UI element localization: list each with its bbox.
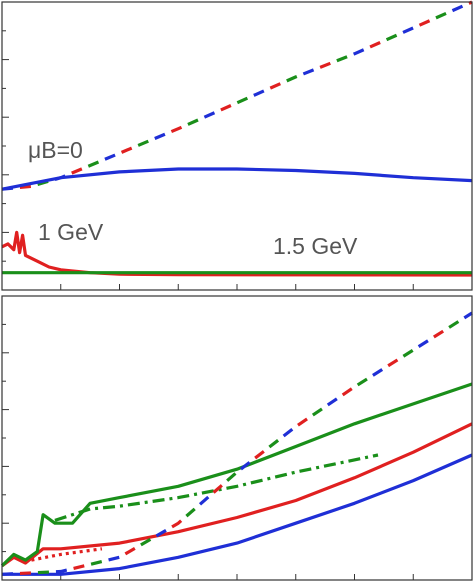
plot-frame (1, 295, 473, 581)
plot-frame (1, 1, 473, 291)
annotation: 1 GeV (38, 219, 104, 245)
series-line (1, 167, 473, 191)
series-line (1, 311, 473, 576)
series-line (0, 382, 473, 567)
series-line (1, 311, 473, 576)
series-line (1, 422, 473, 568)
series-line (1, 311, 473, 576)
annotation: μB=0 (28, 137, 83, 163)
series-line (31, 547, 103, 562)
series-line (54, 453, 379, 522)
annotation: 1.5 GeV (273, 233, 358, 259)
series-line (1, 0, 473, 191)
series-line (2, 453, 473, 576)
